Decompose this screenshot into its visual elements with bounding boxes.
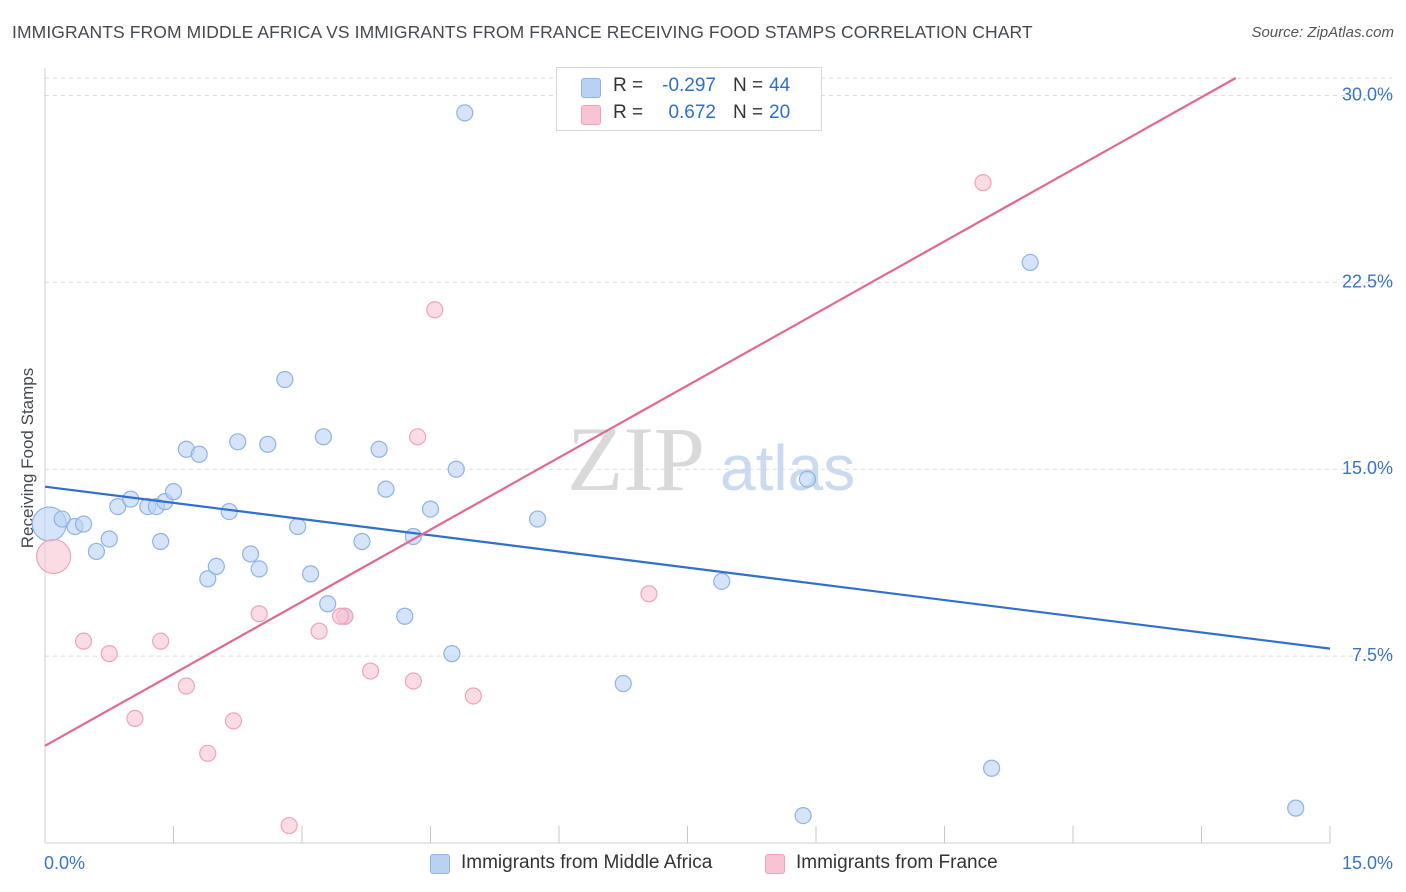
france-point	[152, 632, 170, 650]
middle-africa-point	[314, 428, 333, 446]
france-point	[280, 816, 298, 835]
y-tick-label: 30.0%	[1342, 84, 1393, 104]
blue-swatch	[430, 854, 450, 874]
france-point	[310, 622, 328, 640]
middle-africa-point	[164, 483, 183, 501]
middle-africa-point	[100, 530, 118, 548]
france-point	[35, 538, 72, 575]
middle-africa-point	[199, 570, 217, 588]
france-point	[199, 744, 217, 762]
n-value: 20	[769, 102, 791, 123]
france-point	[409, 428, 427, 446]
middle-africa-point	[250, 560, 268, 578]
france-point	[404, 672, 422, 690]
france-point	[224, 712, 243, 730]
r-label: R =	[613, 102, 644, 123]
point-layer	[31, 104, 1305, 835]
middle-africa-point	[456, 104, 474, 122]
middle-africa-point	[798, 470, 817, 488]
middle-africa-point	[229, 433, 247, 451]
watermark-atlas: atlas	[720, 432, 855, 504]
france-point	[426, 301, 444, 319]
france-point	[250, 605, 268, 623]
tick-label-layer: 7.5% 15.0% 22.5% 30.0% 0.0% 15.0%	[44, 84, 1393, 873]
middle-africa-point	[289, 517, 307, 536]
blue-swatch	[581, 78, 601, 98]
france-point	[331, 607, 350, 625]
middle-africa-point	[370, 440, 388, 458]
middle-africa-point	[109, 497, 127, 516]
legend-label: Immigrants from Middle Africa	[461, 852, 713, 873]
france-point	[464, 687, 482, 705]
middle-africa-point	[1287, 799, 1305, 817]
middle-africa-point	[447, 460, 465, 478]
r-value: 0.672	[668, 102, 716, 123]
france-point	[361, 662, 380, 680]
middle-africa-point	[1021, 253, 1039, 271]
france-point	[74, 632, 93, 650]
y-tick-label: 7.5%	[1352, 645, 1393, 665]
middle-africa-point	[53, 510, 71, 528]
y-tick-label: 22.5%	[1342, 271, 1393, 291]
middle-africa-point	[377, 480, 395, 498]
r-value: -0.297	[662, 75, 716, 96]
middle-africa-point	[528, 510, 547, 528]
middle-africa-point	[152, 532, 170, 551]
middle-africa-point	[87, 542, 106, 561]
r-label: R =	[613, 75, 644, 96]
pink-swatch	[581, 105, 601, 125]
chart-title: IMMIGRANTS FROM MIDDLE AFRICA VS IMMIGRA…	[12, 22, 1033, 42]
middle-africa-point	[276, 370, 294, 389]
middle-africa-point	[353, 532, 371, 551]
france-point	[640, 585, 658, 603]
n-value: 44	[769, 75, 791, 96]
legend-label: Immigrants from France	[796, 852, 998, 873]
france-point	[177, 677, 195, 695]
france-point	[100, 645, 118, 663]
x-tick-label: 15.0%	[1342, 853, 1393, 873]
middle-africa-point	[74, 515, 93, 533]
n-label: N =	[733, 75, 764, 96]
y-tick-label: 15.0%	[1342, 458, 1393, 478]
france-point	[974, 174, 992, 192]
middle-africa-point	[319, 595, 337, 613]
x-tick-label: 0.0%	[44, 853, 85, 873]
middle-africa-point	[242, 545, 260, 563]
middle-africa-point	[713, 572, 731, 590]
source-credit: Source: ZipAtlas.com	[1251, 24, 1394, 41]
middle-africa-point	[614, 674, 632, 693]
n-label: N =	[733, 102, 764, 123]
watermark-zip: ZIP	[567, 408, 705, 510]
france-point	[126, 709, 144, 728]
axis-layer	[44, 68, 1331, 844]
middle-africa-point	[301, 565, 320, 583]
middle-africa-point	[794, 806, 812, 825]
middle-africa-point	[190, 445, 208, 463]
middle-africa-trend-line	[44, 485, 1331, 650]
france-trend-line	[44, 77, 1237, 747]
middle-africa-point	[207, 557, 225, 576]
middle-africa-point	[396, 607, 414, 625]
pink-swatch	[765, 854, 785, 874]
middle-africa-point	[443, 645, 461, 663]
middle-africa-point	[983, 759, 1001, 777]
trend-layer	[44, 77, 1331, 747]
correlation-stats-box: R = -0.297 N = 44 R = 0.672 N = 20	[556, 67, 822, 131]
middle-africa-point	[421, 500, 440, 518]
middle-africa-point	[259, 435, 277, 453]
